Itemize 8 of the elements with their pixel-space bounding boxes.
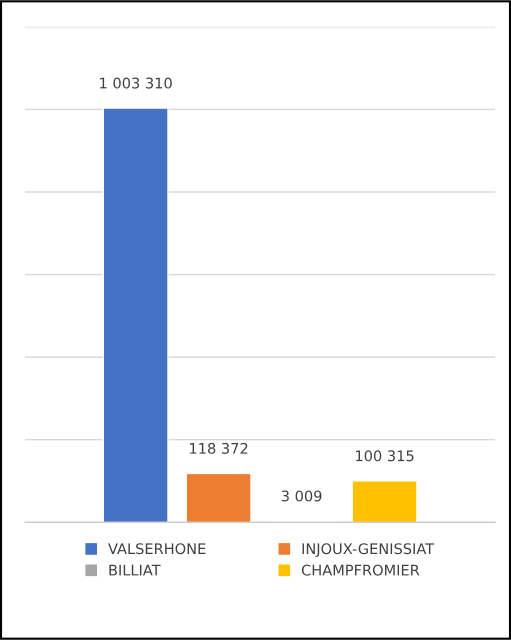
data-label: 118 372 <box>190 442 248 454</box>
legend-label: BILLIAT <box>109 564 161 576</box>
data-label: 100 315 <box>356 450 414 462</box>
legend-label: INJOUX-GENISSIAT <box>302 543 434 557</box>
data-label: 1 003 310 <box>100 78 172 89</box>
data-label: 3 009 <box>282 490 322 502</box>
legend-label: CHAMPFROMIER <box>302 564 420 576</box>
legend-label: VALSERHONE <box>108 543 206 554</box>
